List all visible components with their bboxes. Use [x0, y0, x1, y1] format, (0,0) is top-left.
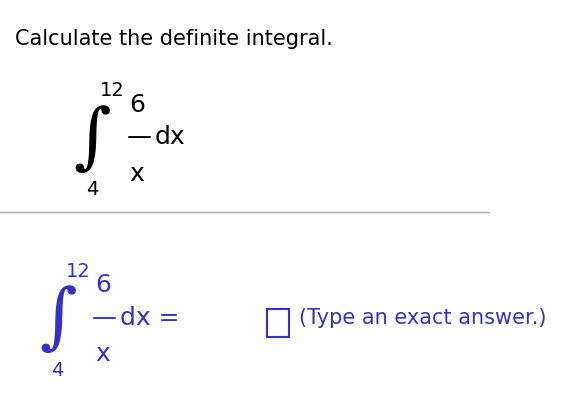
Text: —: — [92, 305, 117, 329]
Text: 12: 12 [100, 81, 125, 100]
FancyBboxPatch shape [267, 309, 289, 337]
Text: (Type an exact answer.): (Type an exact answer.) [299, 307, 546, 327]
Text: 4: 4 [85, 180, 98, 199]
Text: —: — [126, 125, 151, 149]
Text: 6: 6 [130, 92, 145, 117]
Text: x: x [130, 162, 144, 186]
Text: 6: 6 [96, 272, 112, 297]
Text: ∫: ∫ [74, 104, 111, 174]
Text: 12: 12 [66, 261, 91, 280]
Text: dx =: dx = [120, 305, 179, 329]
Text: ∫: ∫ [39, 284, 77, 354]
Text: 4: 4 [52, 360, 64, 379]
Text: x: x [96, 342, 110, 366]
Text: dx: dx [154, 125, 185, 149]
Text: Calculate the definite integral.: Calculate the definite integral. [15, 29, 333, 49]
